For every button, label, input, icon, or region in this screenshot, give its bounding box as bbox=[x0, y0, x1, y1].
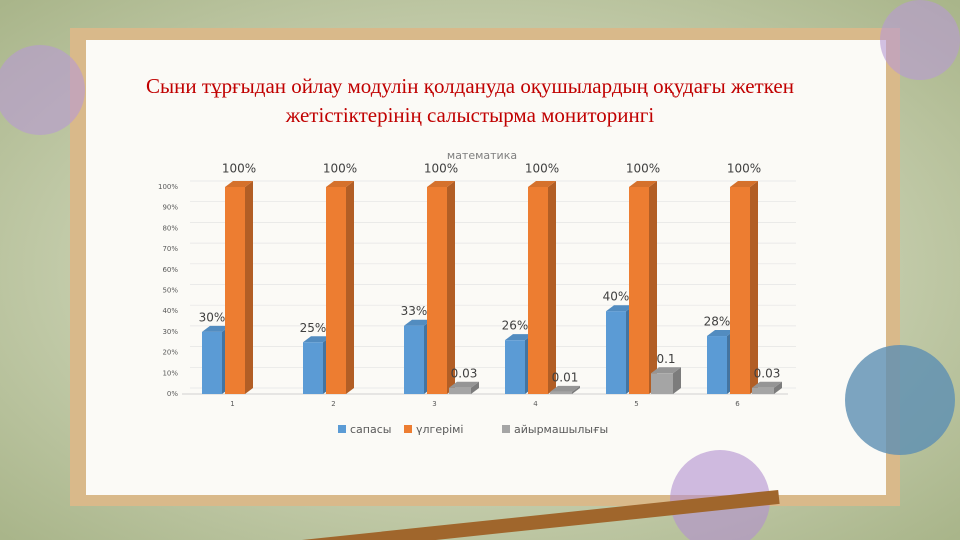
legend-swatch bbox=[502, 425, 510, 433]
y-tick-label: 50% bbox=[162, 287, 178, 295]
legend-label: үлгерімі bbox=[416, 423, 463, 436]
bar-top bbox=[629, 181, 657, 187]
x-tick-label: 3 bbox=[432, 400, 436, 408]
bar bbox=[651, 373, 673, 394]
bar-top bbox=[449, 381, 479, 388]
bar-depth bbox=[245, 181, 253, 394]
bar-top bbox=[730, 181, 758, 187]
bar bbox=[505, 340, 525, 394]
bar-depth bbox=[572, 385, 580, 394]
bar-depth bbox=[447, 181, 455, 394]
globe-decoration bbox=[845, 345, 955, 455]
bar bbox=[303, 342, 323, 394]
data-label: 100% bbox=[323, 162, 357, 176]
data-label: 28% bbox=[704, 315, 731, 329]
data-label: 100% bbox=[525, 162, 559, 176]
data-label: 33% bbox=[401, 304, 428, 318]
bar-top bbox=[707, 330, 735, 337]
legend-label: сапасы bbox=[350, 423, 391, 436]
y-tick-label: 70% bbox=[162, 245, 178, 253]
bar bbox=[752, 387, 774, 394]
bar-top bbox=[606, 305, 634, 312]
bar-depth bbox=[649, 181, 657, 394]
bar-depth bbox=[750, 181, 758, 394]
data-label: 0.1 bbox=[656, 352, 675, 366]
bar-top bbox=[303, 336, 331, 343]
legend-swatch bbox=[338, 425, 346, 433]
bar-depth bbox=[471, 381, 479, 394]
y-tick-label: 100% bbox=[158, 183, 178, 191]
flower-decoration bbox=[0, 45, 85, 135]
bar-top bbox=[404, 319, 432, 326]
bar-top bbox=[651, 367, 681, 374]
data-label: 100% bbox=[222, 162, 256, 176]
bar bbox=[550, 391, 572, 394]
bar-depth bbox=[673, 367, 681, 394]
y-tick-label: 10% bbox=[162, 369, 178, 377]
bar-top bbox=[752, 381, 782, 388]
data-label: 100% bbox=[727, 162, 761, 176]
bar-top bbox=[202, 325, 230, 332]
data-label: 100% bbox=[424, 162, 458, 176]
x-tick-label: 6 bbox=[735, 400, 740, 408]
bar-depth bbox=[548, 181, 556, 394]
data-label: 40% bbox=[603, 290, 630, 304]
ruler-decoration bbox=[300, 489, 780, 544]
bar-depth bbox=[774, 381, 782, 394]
y-tick-label: 90% bbox=[162, 204, 178, 212]
data-label: 26% bbox=[502, 319, 529, 333]
bar-top bbox=[326, 181, 354, 187]
x-tick-label: 1 bbox=[230, 400, 234, 408]
chart-title: математика bbox=[447, 149, 517, 162]
slide-title: Сыни тұрғыдан ойлау модулін қолдануда оқ… bbox=[146, 74, 794, 98]
bar-top bbox=[225, 181, 253, 187]
bar bbox=[449, 387, 471, 394]
data-label: 0.03 bbox=[754, 366, 781, 380]
legend-label: айырмашылығы bbox=[514, 423, 608, 436]
bar-depth bbox=[346, 181, 354, 394]
bar-top bbox=[427, 181, 455, 187]
bar bbox=[404, 325, 424, 394]
bar-top bbox=[550, 385, 580, 392]
y-tick-label: 0% bbox=[167, 390, 178, 398]
bar bbox=[730, 187, 750, 394]
x-tick-label: 4 bbox=[533, 400, 538, 408]
y-tick-label: 80% bbox=[162, 224, 178, 232]
bar bbox=[606, 311, 626, 394]
slide-title: жетістіктерінің салыстырма мониторингі bbox=[285, 103, 655, 127]
x-tick-label: 5 bbox=[634, 400, 638, 408]
bar bbox=[427, 187, 447, 394]
data-label: 0.01 bbox=[552, 370, 579, 384]
data-label: 100% bbox=[626, 162, 660, 176]
y-tick-label: 20% bbox=[162, 349, 178, 357]
flower-decoration bbox=[880, 0, 960, 80]
bar bbox=[629, 187, 649, 394]
data-label: 0.03 bbox=[451, 366, 478, 380]
data-label: 30% bbox=[199, 310, 226, 324]
y-tick-label: 60% bbox=[162, 266, 178, 274]
bar bbox=[202, 331, 222, 394]
bar bbox=[707, 336, 727, 394]
bar bbox=[225, 187, 245, 394]
legend-swatch bbox=[404, 425, 412, 433]
bar-top bbox=[528, 181, 556, 187]
data-label: 25% bbox=[300, 321, 327, 335]
bar-top bbox=[505, 334, 533, 341]
x-tick-label: 2 bbox=[331, 400, 335, 408]
bar bbox=[326, 187, 346, 394]
y-tick-label: 40% bbox=[162, 307, 178, 315]
y-tick-label: 30% bbox=[162, 328, 178, 336]
bar bbox=[528, 187, 548, 394]
